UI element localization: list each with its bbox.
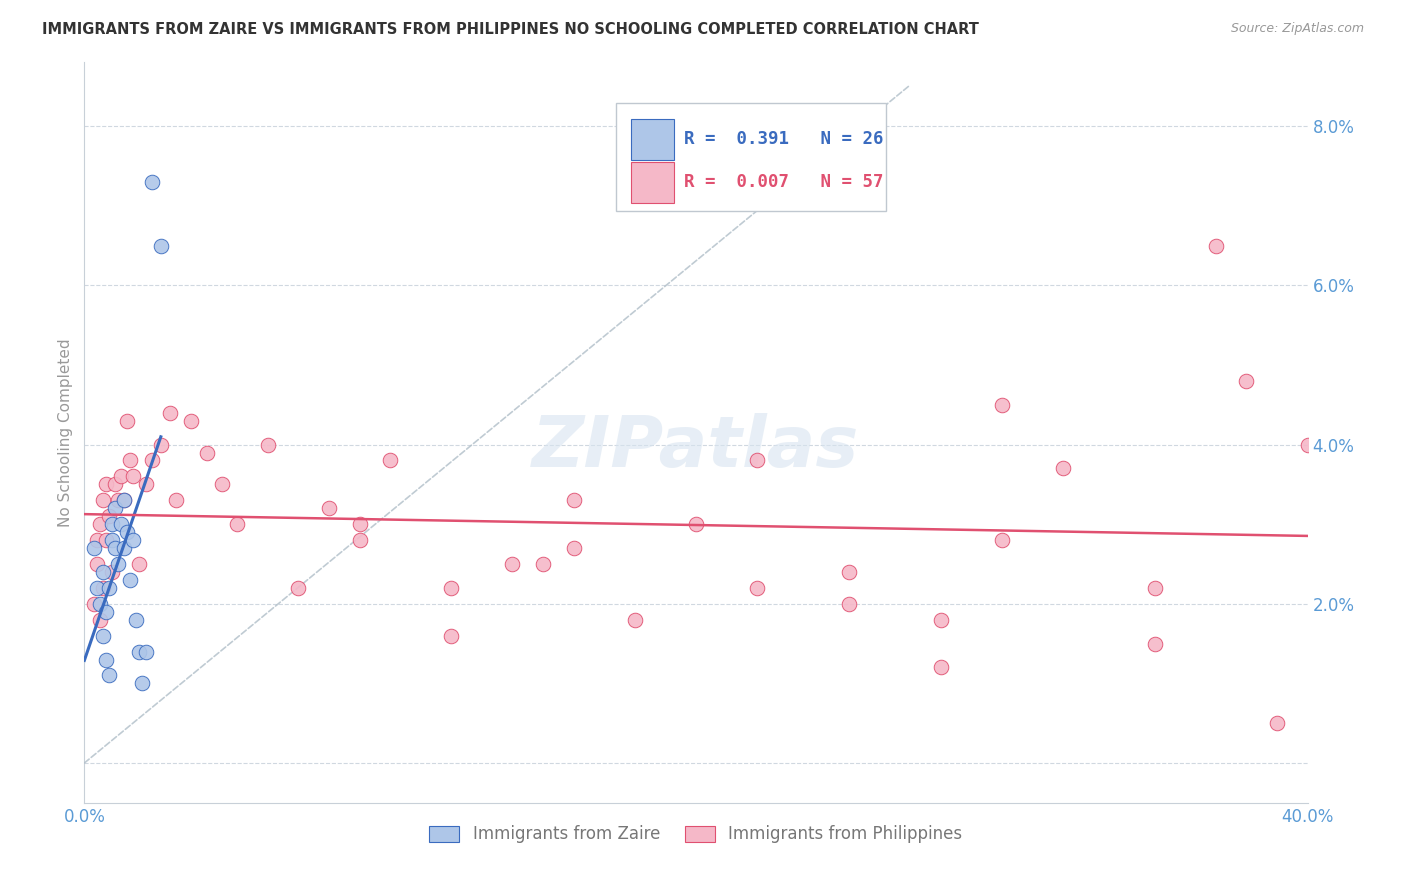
Point bbox=[141, 453, 163, 467]
Point bbox=[1205, 238, 1227, 252]
Point bbox=[149, 238, 172, 252]
Point bbox=[115, 525, 138, 540]
Point bbox=[1265, 716, 1288, 731]
Point bbox=[287, 581, 309, 595]
Legend: Immigrants from Zaire, Immigrants from Philippines: Immigrants from Zaire, Immigrants from P… bbox=[423, 819, 969, 850]
Point bbox=[135, 644, 157, 658]
Point bbox=[86, 581, 108, 595]
Point bbox=[94, 477, 117, 491]
Point bbox=[107, 557, 129, 571]
Point bbox=[838, 565, 860, 579]
Point bbox=[440, 581, 463, 595]
Point bbox=[531, 557, 554, 571]
Point bbox=[929, 660, 952, 674]
Point bbox=[110, 517, 132, 532]
Point bbox=[89, 597, 111, 611]
Point bbox=[141, 175, 163, 189]
Point bbox=[89, 613, 111, 627]
Point bbox=[101, 517, 124, 532]
Point bbox=[349, 533, 371, 547]
Point bbox=[104, 477, 127, 491]
Point bbox=[122, 469, 145, 483]
Point bbox=[180, 414, 202, 428]
Point bbox=[380, 453, 402, 467]
Point bbox=[94, 652, 117, 666]
Point bbox=[115, 414, 138, 428]
Point bbox=[101, 533, 124, 547]
Point bbox=[1052, 461, 1074, 475]
Point bbox=[135, 477, 157, 491]
Point bbox=[747, 581, 769, 595]
FancyBboxPatch shape bbox=[616, 103, 886, 211]
Point bbox=[1143, 581, 1166, 595]
Point bbox=[107, 493, 129, 508]
Point bbox=[131, 676, 153, 690]
Point bbox=[101, 565, 124, 579]
Point bbox=[349, 517, 371, 532]
Text: R =  0.007   N = 57: R = 0.007 N = 57 bbox=[683, 173, 883, 192]
Point bbox=[120, 453, 142, 467]
FancyBboxPatch shape bbox=[631, 120, 673, 161]
Text: IMMIGRANTS FROM ZAIRE VS IMMIGRANTS FROM PHILIPPINES NO SCHOOLING COMPLETED CORR: IMMIGRANTS FROM ZAIRE VS IMMIGRANTS FROM… bbox=[42, 22, 979, 37]
Y-axis label: No Schooling Completed: No Schooling Completed bbox=[58, 338, 73, 527]
Point bbox=[91, 565, 114, 579]
Point bbox=[1236, 374, 1258, 388]
Point bbox=[502, 557, 524, 571]
Point bbox=[195, 445, 218, 459]
Point bbox=[747, 453, 769, 467]
Point bbox=[110, 469, 132, 483]
Point bbox=[112, 493, 135, 508]
Text: ZIPatlas: ZIPatlas bbox=[533, 413, 859, 482]
Point bbox=[1296, 437, 1319, 451]
Point bbox=[104, 501, 127, 516]
Point bbox=[562, 541, 585, 555]
Point bbox=[624, 613, 647, 627]
Point bbox=[94, 605, 117, 619]
Point bbox=[94, 533, 117, 547]
Point bbox=[91, 493, 114, 508]
Point bbox=[1143, 637, 1166, 651]
Point bbox=[128, 557, 150, 571]
Point bbox=[257, 437, 280, 451]
Point bbox=[89, 517, 111, 532]
Text: Source: ZipAtlas.com: Source: ZipAtlas.com bbox=[1230, 22, 1364, 36]
Point bbox=[685, 517, 707, 532]
Point bbox=[97, 581, 120, 595]
Point bbox=[83, 597, 105, 611]
FancyBboxPatch shape bbox=[631, 162, 673, 203]
Point bbox=[211, 477, 233, 491]
Point bbox=[97, 509, 120, 524]
Point bbox=[83, 541, 105, 555]
Point bbox=[86, 557, 108, 571]
Point bbox=[97, 668, 120, 682]
Text: R =  0.391   N = 26: R = 0.391 N = 26 bbox=[683, 130, 883, 148]
Point bbox=[929, 613, 952, 627]
Point bbox=[440, 629, 463, 643]
Point bbox=[991, 398, 1014, 412]
Point bbox=[838, 597, 860, 611]
Point bbox=[125, 613, 148, 627]
Point bbox=[165, 493, 187, 508]
Point bbox=[91, 581, 114, 595]
Point bbox=[86, 533, 108, 547]
Point bbox=[318, 501, 340, 516]
Point bbox=[91, 629, 114, 643]
Point bbox=[122, 533, 145, 547]
Point bbox=[104, 541, 127, 555]
Point bbox=[149, 437, 172, 451]
Point bbox=[112, 493, 135, 508]
Point bbox=[128, 644, 150, 658]
Point bbox=[159, 406, 181, 420]
Point bbox=[226, 517, 249, 532]
Point bbox=[562, 493, 585, 508]
Point bbox=[120, 573, 142, 587]
Point bbox=[991, 533, 1014, 547]
Point bbox=[112, 541, 135, 555]
